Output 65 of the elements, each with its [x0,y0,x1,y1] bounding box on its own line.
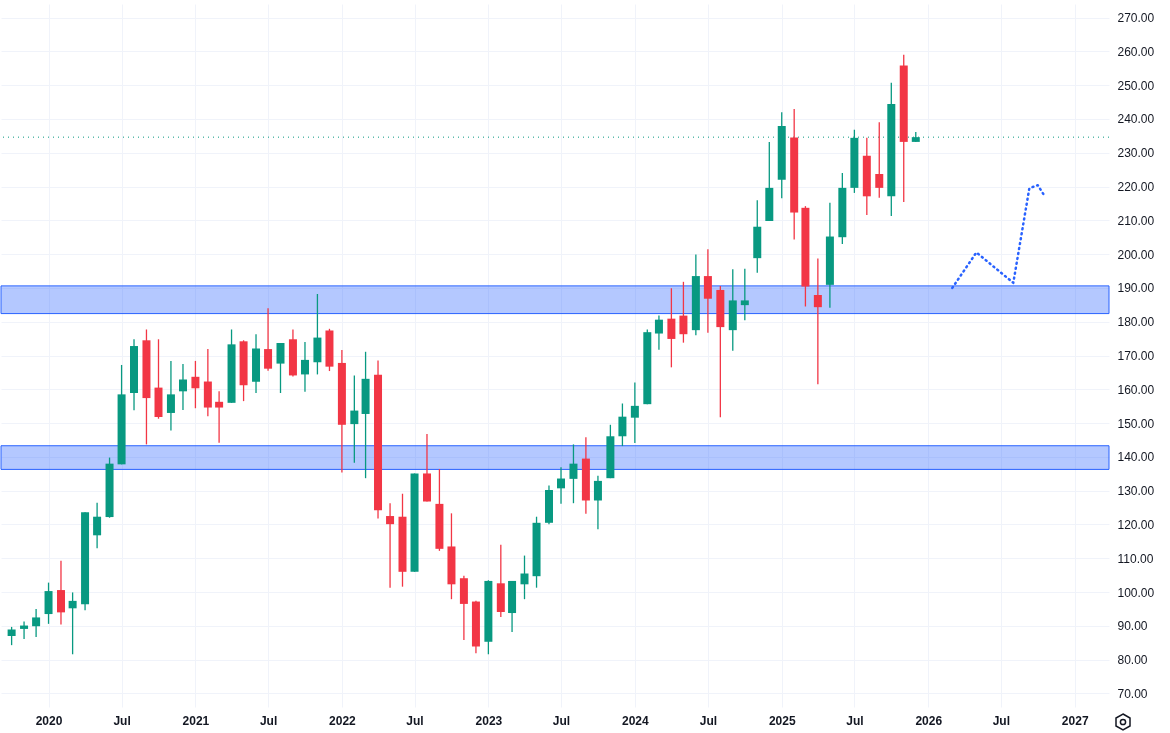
x-tick-label: 2021 [182,713,210,728]
x-tick-label: Jul [259,713,278,728]
y-tick-label: 180.00 [1117,315,1155,330]
candlestick [654,314,663,351]
candlestick [740,267,749,321]
candlestick [875,121,884,199]
candlestick [166,360,175,432]
candlestick [44,581,53,625]
y-tick-label: 220.00 [1117,180,1155,195]
x-tick-label: Jul [846,713,864,728]
y-tick-label: 120.00 [1117,517,1155,532]
candlestick [215,390,224,444]
candlestick [191,360,200,409]
x-tick-label: 2020 [35,713,63,728]
candlestick [7,626,16,646]
x-tick-label: 2026 [915,713,943,728]
candlestick [679,281,688,344]
candlestick [703,248,712,334]
y-tick-label: 260.00 [1117,44,1155,59]
x-tick-label: 2025 [768,713,796,728]
y-tick-label: 90.00 [1117,619,1148,634]
y-tick-label: 100.00 [1117,585,1155,600]
y-tick-label: 170.00 [1117,349,1155,363]
candlestick [264,307,273,372]
candlestick [630,381,639,444]
candlestick [557,466,566,505]
candlestick [593,475,602,530]
y-tick-label: 80.00 [1117,653,1148,668]
x-tick-label: 2027 [1061,713,1089,728]
y-tick-label: 140.00 [1117,450,1155,465]
candlestick [56,560,65,626]
y-tick-label: 240.00 [1117,112,1155,127]
x-tick-label: Jul [406,713,424,728]
candlestick [276,342,285,394]
candlestick [618,402,627,447]
candlestick [520,554,529,600]
x-tick-label: Jul [992,713,1011,728]
y-tick-label: 130.00 [1117,484,1155,499]
y-tick-label: 70.00 [1117,686,1148,701]
x-tick-label: 2022 [329,713,357,728]
y-tick-label: 230.00 [1117,146,1155,161]
candlestick [300,341,309,393]
y-tick-label: 210.00 [1117,213,1155,228]
candlestick [667,287,676,368]
candlestick [32,608,41,638]
y-tick-label: 110.00 [1117,551,1154,566]
x-tick-label: 2023 [475,713,503,728]
x-tick-label: Jul [552,713,571,728]
y-tick-label: 250.00 [1117,78,1155,93]
candlestick [178,363,187,411]
y-tick-label: 200.00 [1117,247,1155,262]
x-tick-label: 2024 [622,713,650,728]
candlestick [93,502,102,549]
y-tick-label: 150.00 [1117,416,1155,431]
y-tick-label: 270.00 [1117,11,1155,26]
line-series [951,183,1046,290]
candlestick [813,257,822,385]
candlestick [68,591,77,655]
y-tick-label: 190.00 [1117,281,1155,296]
candlestick [386,502,395,589]
x-tick-label: Jul [113,713,131,728]
y-tick-label: 160.00 [1117,382,1155,397]
candlestick [350,374,359,464]
x-tick-label: Jul [699,713,718,728]
candlestick [569,443,578,504]
